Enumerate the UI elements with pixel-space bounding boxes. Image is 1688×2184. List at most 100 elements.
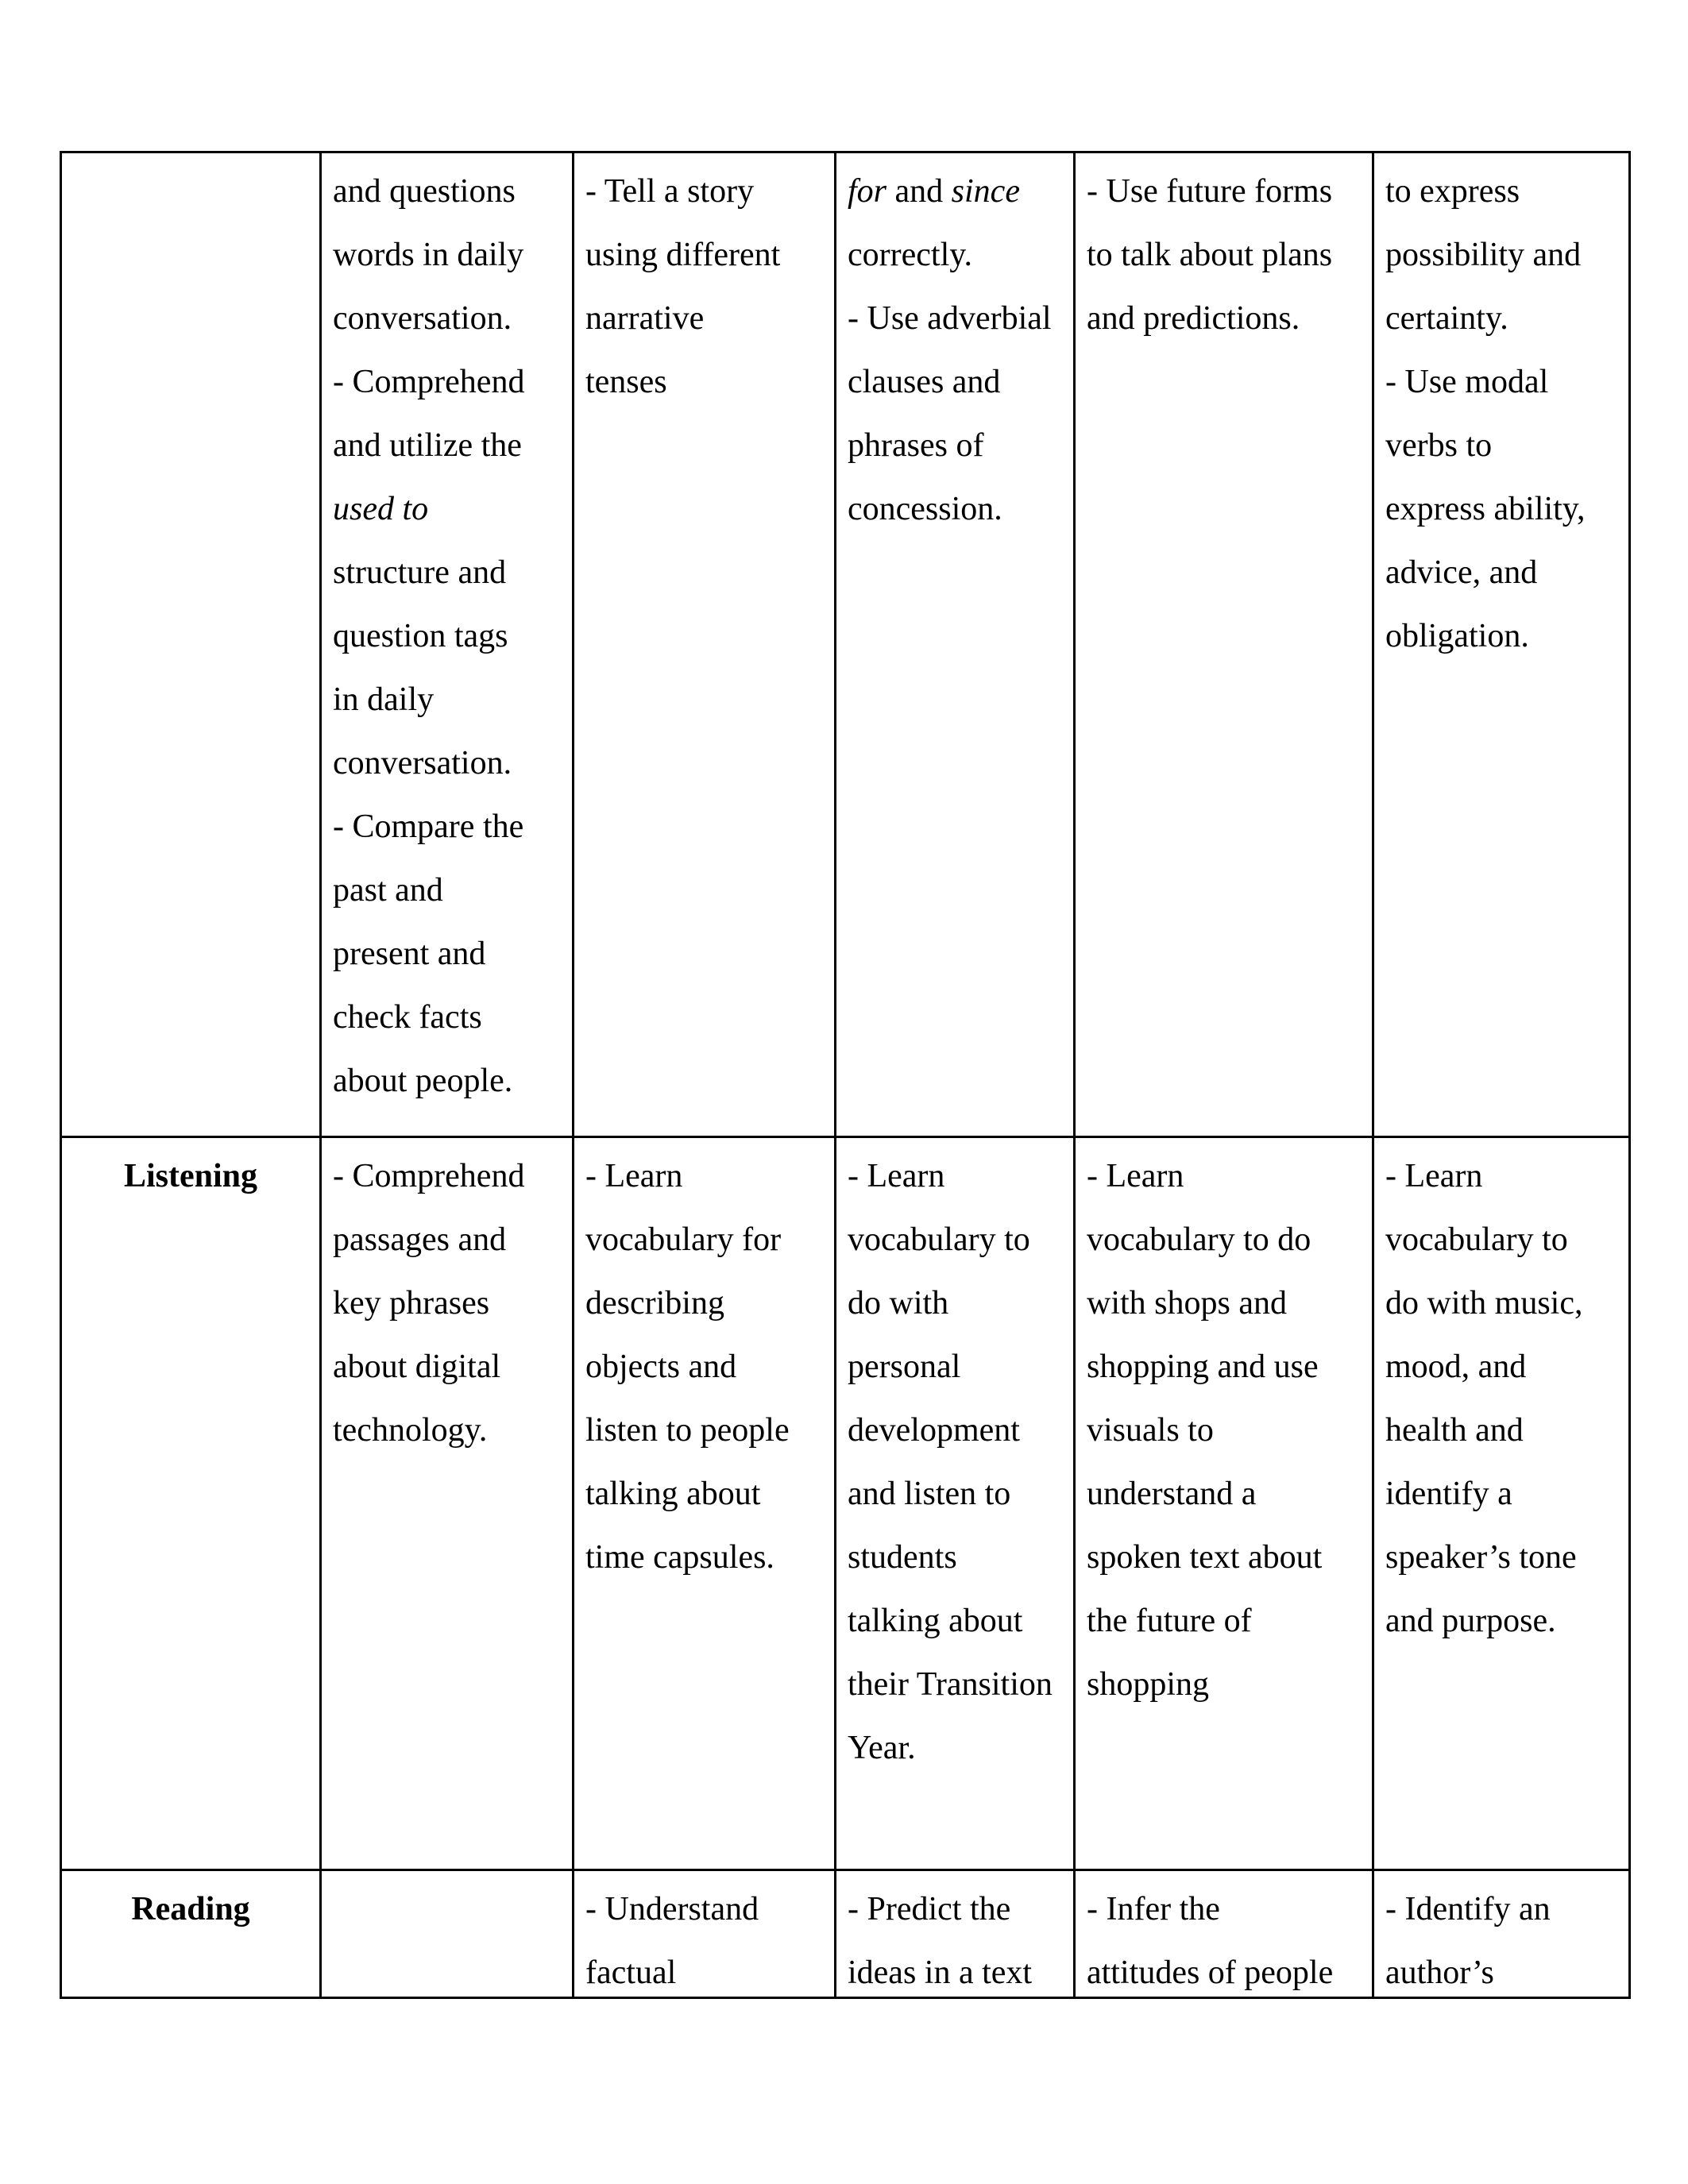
text-line: their Transition <box>848 1653 1062 1716</box>
text-run: - Use future forms <box>1087 173 1333 210</box>
text-run: technology. <box>333 1412 488 1449</box>
text-run: in daily <box>333 681 435 718</box>
text-line: about digital <box>333 1335 561 1399</box>
text-run: - Predict the <box>848 1891 1011 1927</box>
text-line: words in daily <box>333 223 561 287</box>
text-run: understand a <box>1087 1476 1257 1512</box>
text-run: mood, and <box>1385 1349 1527 1385</box>
table-cell: - Learn vocabulary for describing objects a… <box>572 1136 836 1871</box>
text-run: shopping <box>1087 1666 1210 1703</box>
text-run: time capsules. <box>585 1539 774 1576</box>
text-line: present and <box>333 922 561 986</box>
text-line: mood, and <box>1385 1335 1617 1399</box>
cell-content: - Infer the attitudes of people <box>1087 1877 1361 1990</box>
cell-content: to express possibility and certainty. - Use… <box>1385 160 1617 668</box>
table-cell: - Use future forms to talk about plans and… <box>1073 151 1374 1138</box>
text-line: vocabulary for <box>585 1208 823 1271</box>
text-line: key phrases <box>333 1271 561 1335</box>
text-run: - Understand <box>585 1891 759 1927</box>
table-cell: and questions words in daily conversation.… <box>319 151 574 1138</box>
text-run: advice, and <box>1385 554 1538 591</box>
text-line: - Learn <box>585 1144 823 1208</box>
text-run: possibility and <box>1385 237 1582 273</box>
text-line: - Identify an <box>1385 1877 1617 1941</box>
row-header-label: Listening <box>123 1158 258 1194</box>
text-line: identify a <box>1385 1462 1617 1526</box>
text-run: development <box>848 1412 1020 1449</box>
text-line: listen to people <box>585 1399 823 1462</box>
text-line: spoken text about <box>1087 1526 1361 1589</box>
row-header-label: Reading <box>131 1891 250 1927</box>
text-line: vocabulary to do <box>1087 1208 1361 1271</box>
table-cell: - Learn vocabulary to do with personal devel… <box>834 1136 1076 1871</box>
text-line: factual <box>585 1941 823 1990</box>
text-line: personal <box>848 1335 1062 1399</box>
text-line: talking about <box>848 1589 1062 1653</box>
text-line: clauses and <box>848 350 1062 414</box>
text-line: - Predict the <box>848 1877 1062 1941</box>
text-line: structure and <box>333 541 561 604</box>
table-row: and questions words in daily conversation.… <box>60 151 1631 1138</box>
table-cell: - Learn vocabulary to do with music, mood, … <box>1372 1136 1631 1871</box>
text-run: present and <box>333 936 486 972</box>
text-run: - Identify an <box>1385 1891 1551 1927</box>
text-run: words in daily <box>333 237 524 273</box>
text-run: about people. <box>333 1063 513 1099</box>
text-line: check facts <box>333 986 561 1049</box>
text-line: vocabulary to <box>848 1208 1062 1271</box>
text-run: health and <box>1385 1412 1524 1449</box>
text-line: Year. <box>848 1716 1062 1780</box>
text-line: - Understand <box>585 1877 823 1941</box>
text-line: about people. <box>333 1049 561 1113</box>
table-cell: - Comprehend passages and key phrases about… <box>319 1136 574 1871</box>
text-line: and predictions. <box>1087 287 1361 350</box>
text-run: - Learn <box>1087 1158 1184 1194</box>
text-line: - Learn <box>1087 1144 1361 1208</box>
cell-content: - Learn vocabulary to do with personal devel… <box>848 1144 1062 1780</box>
text-line: - Use adverbial <box>848 287 1062 350</box>
row-header-reading: Reading <box>60 1869 322 1999</box>
text-line: used to <box>333 477 561 541</box>
text-line: visuals to <box>1087 1399 1361 1462</box>
text-line: verbs to <box>1385 414 1617 477</box>
text-line: time capsules. <box>585 1526 823 1589</box>
cell-content: - Comprehend passages and key phrases about… <box>333 1144 561 1462</box>
table-cell: - Infer the attitudes of people <box>1073 1869 1374 1999</box>
text-line: - Compare the <box>333 795 561 859</box>
text-run: - Tell a story <box>585 173 755 210</box>
text-run: past and <box>333 872 443 909</box>
curriculum-table: and questions words in daily conversation.… <box>60 151 1631 1999</box>
text-run: to talk about plans <box>1087 237 1333 273</box>
text-line: describing <box>585 1271 823 1335</box>
text-line: - Learn <box>1385 1144 1617 1208</box>
text-run: - Infer the <box>1087 1891 1220 1927</box>
text-line: in daily <box>333 668 561 731</box>
row-header-listening: Listening <box>60 1136 322 1871</box>
text-line: speaker’s tone <box>1385 1526 1617 1589</box>
cell-content: - Learn vocabulary to do with shops and sho… <box>1087 1144 1361 1716</box>
table-cell: - Tell a story using different narrative te… <box>572 151 836 1138</box>
text-line: tenses <box>585 350 823 414</box>
text-run: spoken text about <box>1087 1539 1323 1576</box>
cell-content: - Identify an author’s <box>1385 1877 1617 1990</box>
text-run: describing <box>585 1285 724 1322</box>
text-run: obligation. <box>1385 618 1529 654</box>
text-line: obligation. <box>1385 604 1617 668</box>
text-run: concession. <box>848 491 1002 527</box>
text-run: check facts <box>333 999 482 1036</box>
text-run: and listen to <box>848 1476 1011 1512</box>
text-line: correctly. <box>848 223 1062 287</box>
cell-content: - Predict the ideas in a text <box>848 1877 1062 1990</box>
text-run: author’s <box>1385 1954 1494 1990</box>
text-run: visuals to <box>1087 1412 1214 1449</box>
text-line: and utilize the <box>333 414 561 477</box>
text-run: - Comprehend <box>333 1158 525 1194</box>
text-run: about digital <box>333 1349 501 1385</box>
text-run: question tags <box>333 618 508 654</box>
text-run: do with music, <box>1385 1285 1583 1322</box>
text-run: using different <box>585 237 781 273</box>
text-line: - Use modal <box>1385 350 1617 414</box>
text-run: conversation. <box>333 300 512 337</box>
text-run: express ability, <box>1385 491 1586 527</box>
